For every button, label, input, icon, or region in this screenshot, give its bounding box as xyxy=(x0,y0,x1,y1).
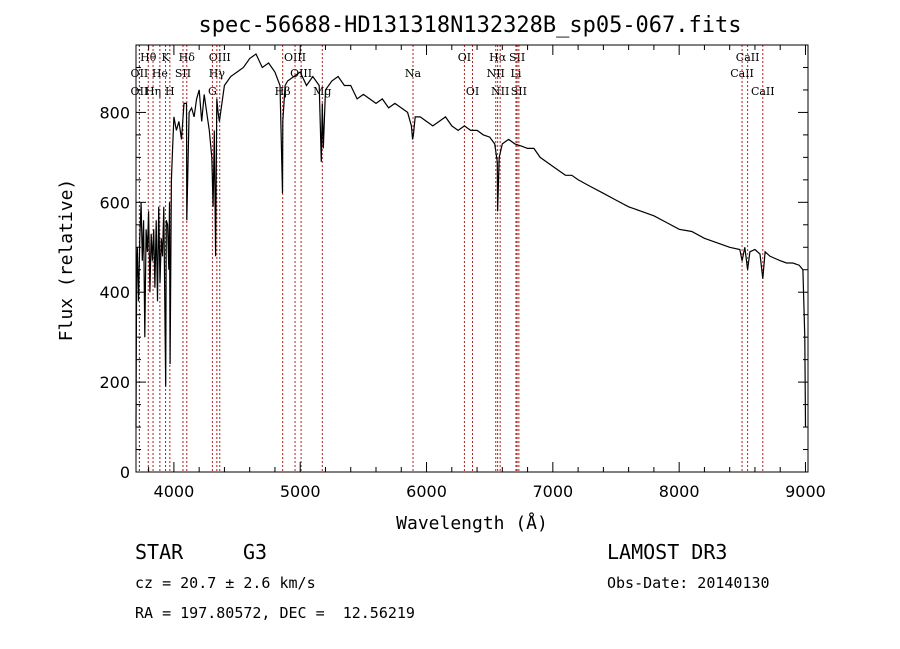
spectral-line-label: NII xyxy=(487,67,505,80)
y-tick-label: 800 xyxy=(99,103,130,122)
spectral-line-label: G xyxy=(208,85,217,98)
spectral-line-label: OI xyxy=(458,51,471,64)
spectral-line-label: Hγ xyxy=(209,67,226,80)
y-axis-label: Flux (relative) xyxy=(56,179,77,342)
object-class: STAR xyxy=(135,540,184,564)
axis-ticks: 4000 5000 6000 7000 8000 9000 0 200 400 600 800 xyxy=(99,45,826,501)
spectral-line-label: OIII xyxy=(209,51,231,64)
chart-title: spec-56688-HD131318N132328B_sp05-067.fit… xyxy=(198,13,741,38)
object-subclass: G3 xyxy=(243,540,268,564)
y-tick-label: 0 xyxy=(120,463,130,482)
y-tick-label: 400 xyxy=(99,283,130,302)
observation-date: Obs-Date: 20140130 xyxy=(607,574,770,592)
spectral-line-label: Hβ xyxy=(275,85,291,98)
x-tick-label: 4000 xyxy=(154,482,195,501)
spectral-line-label: SII xyxy=(511,85,527,98)
spectral-line-label: Na xyxy=(405,67,422,80)
survey-release: LAMOST DR3 xyxy=(607,540,728,564)
spectral-line-label: K xyxy=(161,51,170,64)
spectral-line-label: OI xyxy=(466,85,479,98)
spectral-line-label: Hθ xyxy=(140,51,157,64)
x-tick-label: 5000 xyxy=(280,482,321,501)
spectral-line-label: CaII xyxy=(730,67,754,80)
x-tick-label: 8000 xyxy=(659,482,700,501)
spectral-line-label: NII xyxy=(491,85,509,98)
spectral-line-label: CaII xyxy=(751,85,775,98)
spectral-line-label: Mg xyxy=(313,85,331,98)
sky-coordinates: RA = 197.80572, DEC = 12.56219 xyxy=(135,604,415,622)
plot-frame xyxy=(135,44,809,473)
spectral-line-label: Li xyxy=(511,67,522,80)
spectral-line-label: CaII xyxy=(736,51,760,64)
spectral-line-label: H xyxy=(165,85,175,98)
radial-velocity: cz = 20.7 ± 2.6 km/s xyxy=(135,574,316,592)
spectral-line-label: OIII xyxy=(284,51,306,64)
spectral-line-label: SII xyxy=(175,67,191,80)
spectral-line-label: OII xyxy=(131,85,149,98)
spectral-line-label: Hδ xyxy=(179,51,196,64)
spectral-line-label: Hη xyxy=(145,85,161,98)
x-tick-label: 9000 xyxy=(785,482,826,501)
spectral-line-label: SII xyxy=(509,51,525,64)
spectrum-series-line xyxy=(135,53,807,428)
x-tick-label: 7000 xyxy=(532,482,573,501)
spectral-line-label: He xyxy=(152,67,168,80)
x-axis-label: Wavelength (Å) xyxy=(396,512,548,534)
y-tick-label: 600 xyxy=(99,193,130,212)
x-tick-label: 6000 xyxy=(406,482,447,501)
y-tick-label: 200 xyxy=(99,373,130,392)
spectral-line-label: Hα xyxy=(489,51,507,64)
